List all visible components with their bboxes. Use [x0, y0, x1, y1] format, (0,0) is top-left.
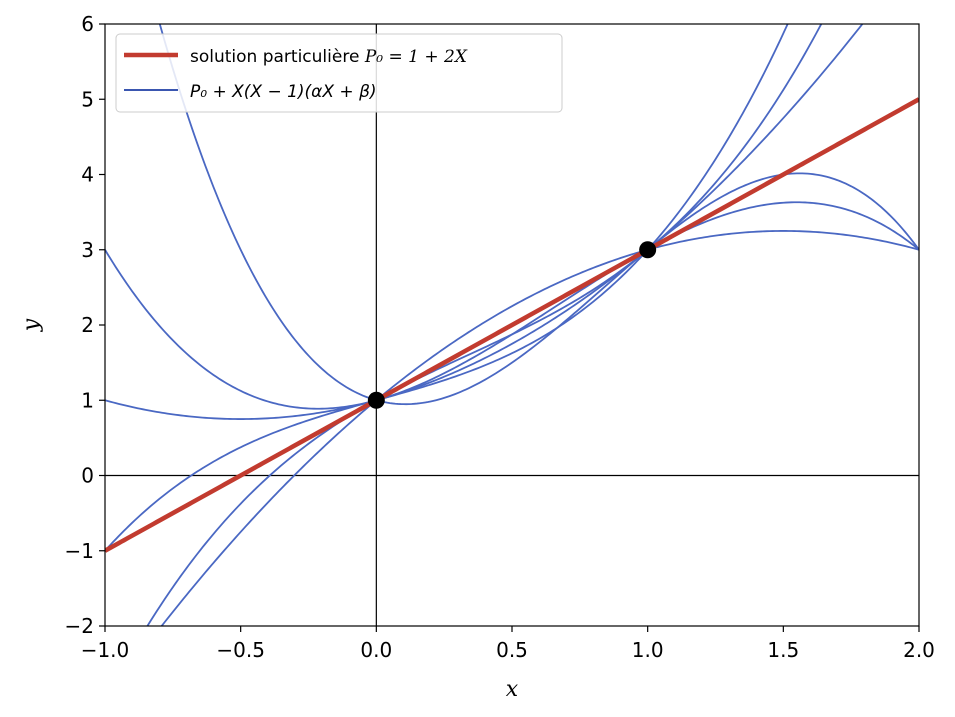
particular-solution-line [105, 97, 919, 553]
x-axis-ticks: −1.0 −0.5 0.0 0.5 1.0 1.5 2.0 [81, 626, 935, 662]
y-tick-label: −1 [65, 539, 94, 563]
x-tick-label: 0.0 [360, 638, 392, 662]
x-tick-label: 1.0 [632, 638, 664, 662]
legend-label-particular-text: solution particulière [190, 47, 365, 67]
x-tick-label: 1.5 [767, 638, 799, 662]
y-tick-label: 6 [81, 12, 94, 36]
family-curve-2 [105, 24, 864, 420]
x-axis-label: x [506, 677, 519, 702]
y-axis-label: y [19, 318, 44, 332]
legend-label-particular-math: P₀ = 1 + 2X [364, 47, 468, 67]
x-tick-label: 0.5 [496, 638, 528, 662]
family-curve-4 [146, 24, 823, 626]
y-tick-label: 5 [81, 87, 94, 111]
interpolation-point-0 [367, 391, 385, 409]
x-tick-label: 2.0 [903, 638, 935, 662]
y-tick-label: 2 [81, 313, 94, 337]
highlighted-points [367, 241, 657, 409]
family-curve-5 [105, 24, 789, 552]
curves [105, 24, 919, 626]
y-tick-label: 3 [81, 238, 94, 262]
legend-label-family: P₀ + X(X − 1)(αX + β) [190, 82, 377, 102]
x-tick-label: −0.5 [216, 638, 265, 662]
y-tick-label: −2 [65, 614, 94, 638]
y-axis-ticks: −2 −1 0 1 2 3 4 5 6 [65, 12, 105, 638]
legend: solution particulière P₀ = 1 + 2X P₀ + X… [115, 33, 563, 113]
family-curve-3 [160, 230, 919, 626]
legend-label-particular: solution particulière P₀ = 1 + 2X [190, 47, 468, 67]
interpolation-point-1 [639, 241, 657, 259]
legend-box [115, 33, 563, 113]
y-tick-label: 1 [81, 388, 94, 412]
y-tick-label: 4 [81, 163, 94, 187]
x-tick-label: −1.0 [81, 638, 130, 662]
y-tick-label: 0 [81, 464, 94, 488]
